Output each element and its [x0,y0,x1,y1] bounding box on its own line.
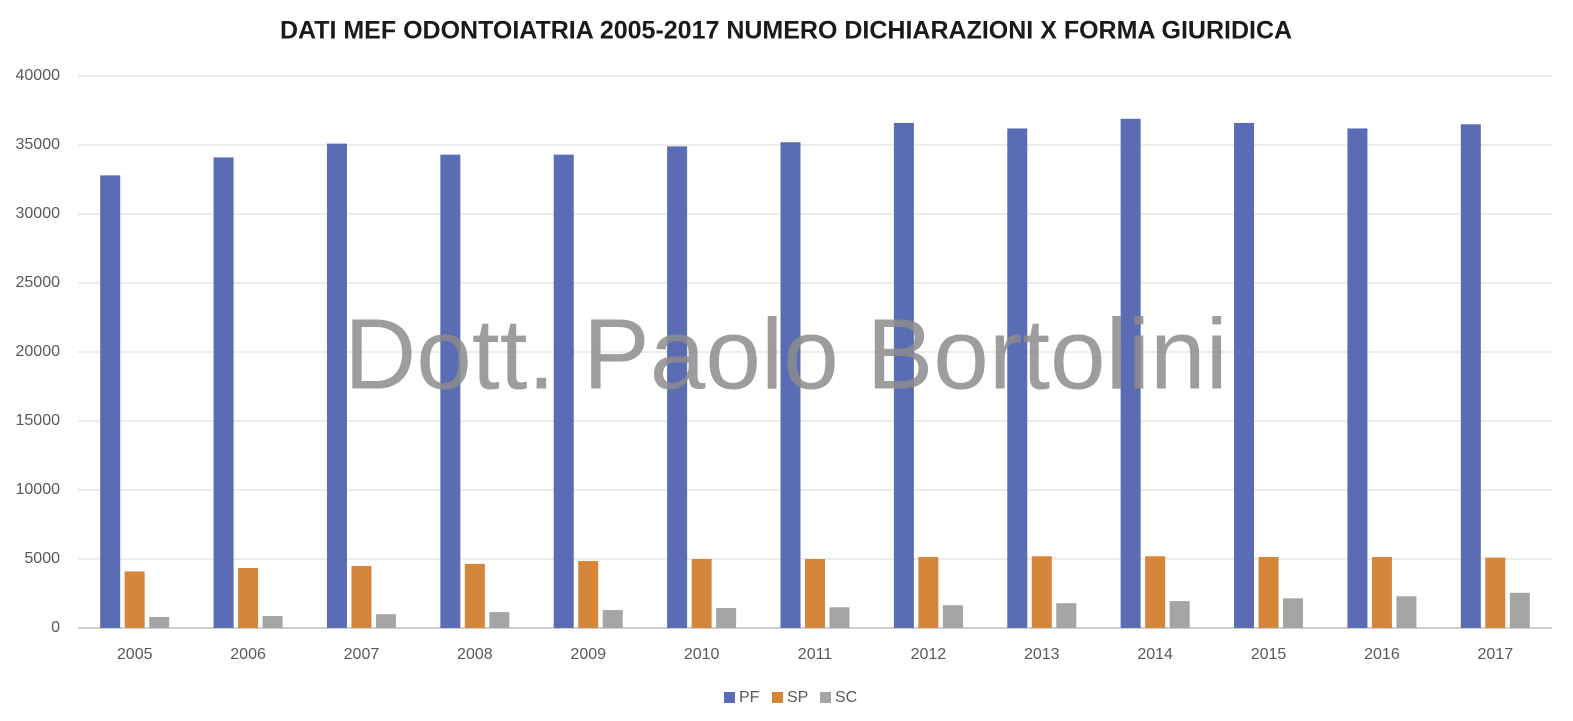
bar [602,610,623,628]
y-tick-label: 10000 [16,481,61,498]
x-tick-label: 2017 [1478,646,1514,663]
bar [893,122,914,629]
bar [1371,556,1392,628]
bar [780,142,801,629]
x-tick-label: 2009 [570,646,606,663]
bar [942,605,963,628]
legend-label: SP [787,689,808,706]
bar [716,607,737,628]
bar [1509,592,1530,628]
bar [1485,557,1506,628]
bar [1283,598,1304,628]
y-tick-label: 25000 [16,274,61,291]
bar [691,559,712,628]
y-tick-label: 15000 [16,412,61,429]
bar [1007,128,1028,628]
bar [262,615,283,628]
bar [805,559,825,628]
bar [918,556,939,628]
bar [213,157,234,629]
x-tick-label: 2013 [1024,646,1060,663]
x-tick-label: 2016 [1364,646,1400,663]
bar [149,616,170,628]
legend-swatch [820,692,831,703]
legend-swatch [772,692,783,703]
y-tick-label: 30000 [16,205,61,222]
bar [667,146,688,628]
x-tick-label: 2011 [798,646,833,663]
x-tick-label: 2010 [684,646,720,663]
x-tick-label: 2015 [1251,646,1287,663]
bar [238,567,259,628]
x-tick-label: 2005 [117,646,153,663]
legend-label: SC [835,689,857,706]
bar [1396,596,1417,628]
bar [100,175,121,629]
x-tick-label: 2007 [344,646,380,663]
y-tick-label: 5000 [24,550,60,567]
chart-title: DATI MEF ODONTOIATRIA 2005-2017 NUMERO D… [280,17,1292,45]
bar [351,565,372,628]
bar [1258,556,1279,628]
bar [464,563,485,628]
bar [1460,124,1481,629]
bar [440,154,461,628]
x-tick-label: 2006 [230,646,266,663]
bar [1145,556,1166,628]
bar [1169,601,1190,628]
x-tick-label: 2014 [1137,646,1173,663]
x-tick-label: 2008 [457,646,493,663]
bar [578,561,599,628]
bar [326,143,347,628]
watermark: Dott. Paolo Bortolini [344,298,1228,410]
legend-swatch [724,692,735,703]
legend-label: PF [739,689,760,706]
y-tick-label: 35000 [16,136,61,153]
bar [553,154,574,628]
bar [489,612,510,628]
bar [1347,128,1368,628]
bar [1234,122,1255,629]
bar [1120,118,1141,628]
y-tick-label: 40000 [16,67,61,84]
bar [124,571,145,628]
bar [375,614,396,628]
bar [829,607,850,628]
bar [1056,603,1077,628]
y-tick-label: 20000 [16,343,61,360]
x-tick-label: 2012 [911,646,947,663]
y-tick-label: 0 [51,619,60,636]
bar [1031,556,1052,628]
